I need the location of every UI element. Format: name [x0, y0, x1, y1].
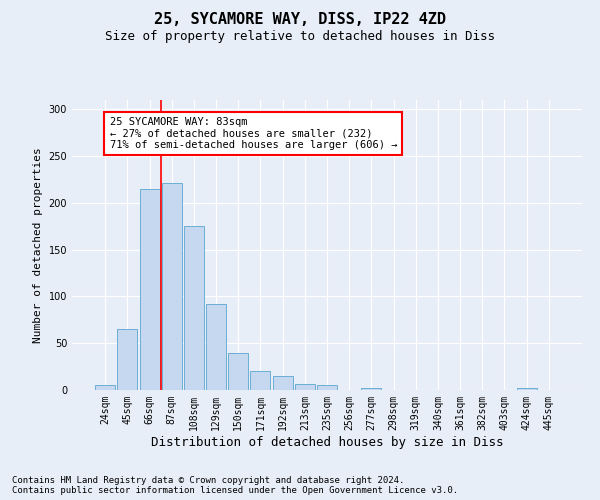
- Bar: [228, 352, 248, 390]
- Text: 25, SYCAMORE WAY, DISS, IP22 4ZD: 25, SYCAMORE WAY, DISS, IP22 4ZD: [154, 12, 446, 28]
- Bar: [140, 189, 160, 390]
- Bar: [517, 388, 536, 390]
- Text: Contains HM Land Registry data © Crown copyright and database right 2024.: Contains HM Land Registry data © Crown c…: [12, 476, 404, 485]
- Text: Contains public sector information licensed under the Open Government Licence v3: Contains public sector information licen…: [12, 486, 458, 495]
- Bar: [162, 184, 182, 390]
- Bar: [95, 386, 115, 390]
- X-axis label: Distribution of detached houses by size in Diss: Distribution of detached houses by size …: [151, 436, 503, 448]
- Bar: [295, 384, 315, 390]
- Bar: [206, 304, 226, 390]
- Bar: [184, 226, 204, 390]
- Bar: [272, 376, 293, 390]
- Y-axis label: Number of detached properties: Number of detached properties: [33, 147, 43, 343]
- Text: Size of property relative to detached houses in Diss: Size of property relative to detached ho…: [105, 30, 495, 43]
- Text: 25 SYCAMORE WAY: 83sqm
← 27% of detached houses are smaller (232)
71% of semi-de: 25 SYCAMORE WAY: 83sqm ← 27% of detached…: [110, 117, 397, 150]
- Bar: [250, 372, 271, 390]
- Bar: [361, 388, 382, 390]
- Bar: [317, 386, 337, 390]
- Bar: [118, 329, 137, 390]
